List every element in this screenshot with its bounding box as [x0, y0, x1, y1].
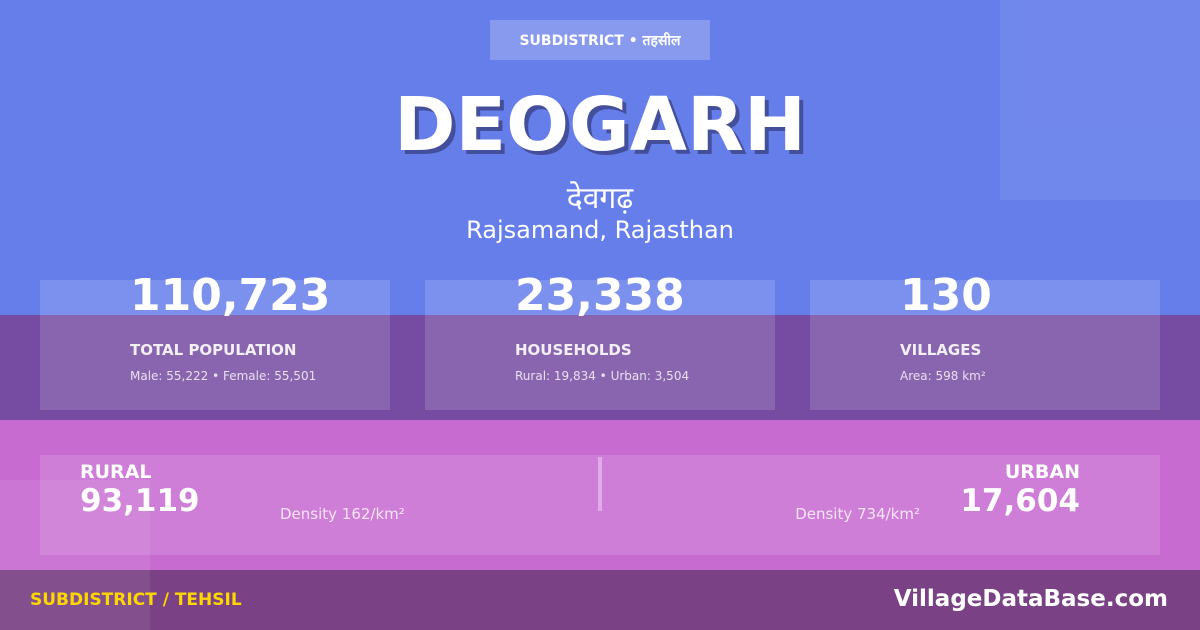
decorative-square: [0, 480, 150, 630]
stat-value: 130: [900, 270, 992, 321]
stat-card-population: 110,723 TOTAL POPULATION Male: 55,222 • …: [40, 270, 390, 410]
urban-label: URBAN: [1004, 461, 1080, 483]
header-band: [0, 0, 1200, 315]
stat-sub: Area: 598 km²: [900, 369, 986, 383]
footer-band: [0, 570, 1200, 630]
middle-band: [0, 315, 1200, 420]
footer-category: SUBDISTRICT / TEHSIL: [30, 590, 242, 610]
rural-urban-panel: RURAL 93,119 Density 162/km² Density 734…: [40, 455, 1160, 555]
stat-sub: Male: 55,222 • Female: 55,501: [130, 369, 317, 383]
urban-value: 17,604: [960, 483, 1080, 519]
urban-density: Density 734/km²: [795, 505, 920, 523]
stat-card-households: 23,338 HOUSEHOLDS Rural: 19,834 • Urban:…: [425, 270, 775, 410]
stat-label: TOTAL POPULATION: [130, 341, 297, 359]
stat-label: HOUSEHOLDS: [515, 341, 632, 359]
stat-value: 23,338: [515, 270, 685, 321]
divider: [598, 457, 602, 511]
type-badge: SUBDISTRICT • तहसील: [490, 20, 710, 60]
title-hindi: देवगढ़: [566, 181, 634, 216]
page-title: DEOGARH: [394, 82, 806, 168]
decorative-square: [1000, 0, 1200, 200]
site-brand: VillageDataBase.com: [893, 586, 1168, 612]
stat-value: 110,723: [130, 270, 331, 321]
stat-label: VILLAGES: [900, 341, 982, 359]
rural-label: RURAL: [80, 461, 152, 483]
rural-density: Density 162/km²: [280, 505, 405, 523]
stat-card-villages: 130 VILLAGES Area: 598 km²: [810, 270, 1160, 410]
pink-band: [0, 420, 1200, 570]
stat-sub: Rural: 19,834 • Urban: 3,504: [515, 369, 690, 383]
location: Rajsamand, Rajasthan: [466, 216, 734, 244]
rural-value: 93,119: [80, 483, 200, 519]
